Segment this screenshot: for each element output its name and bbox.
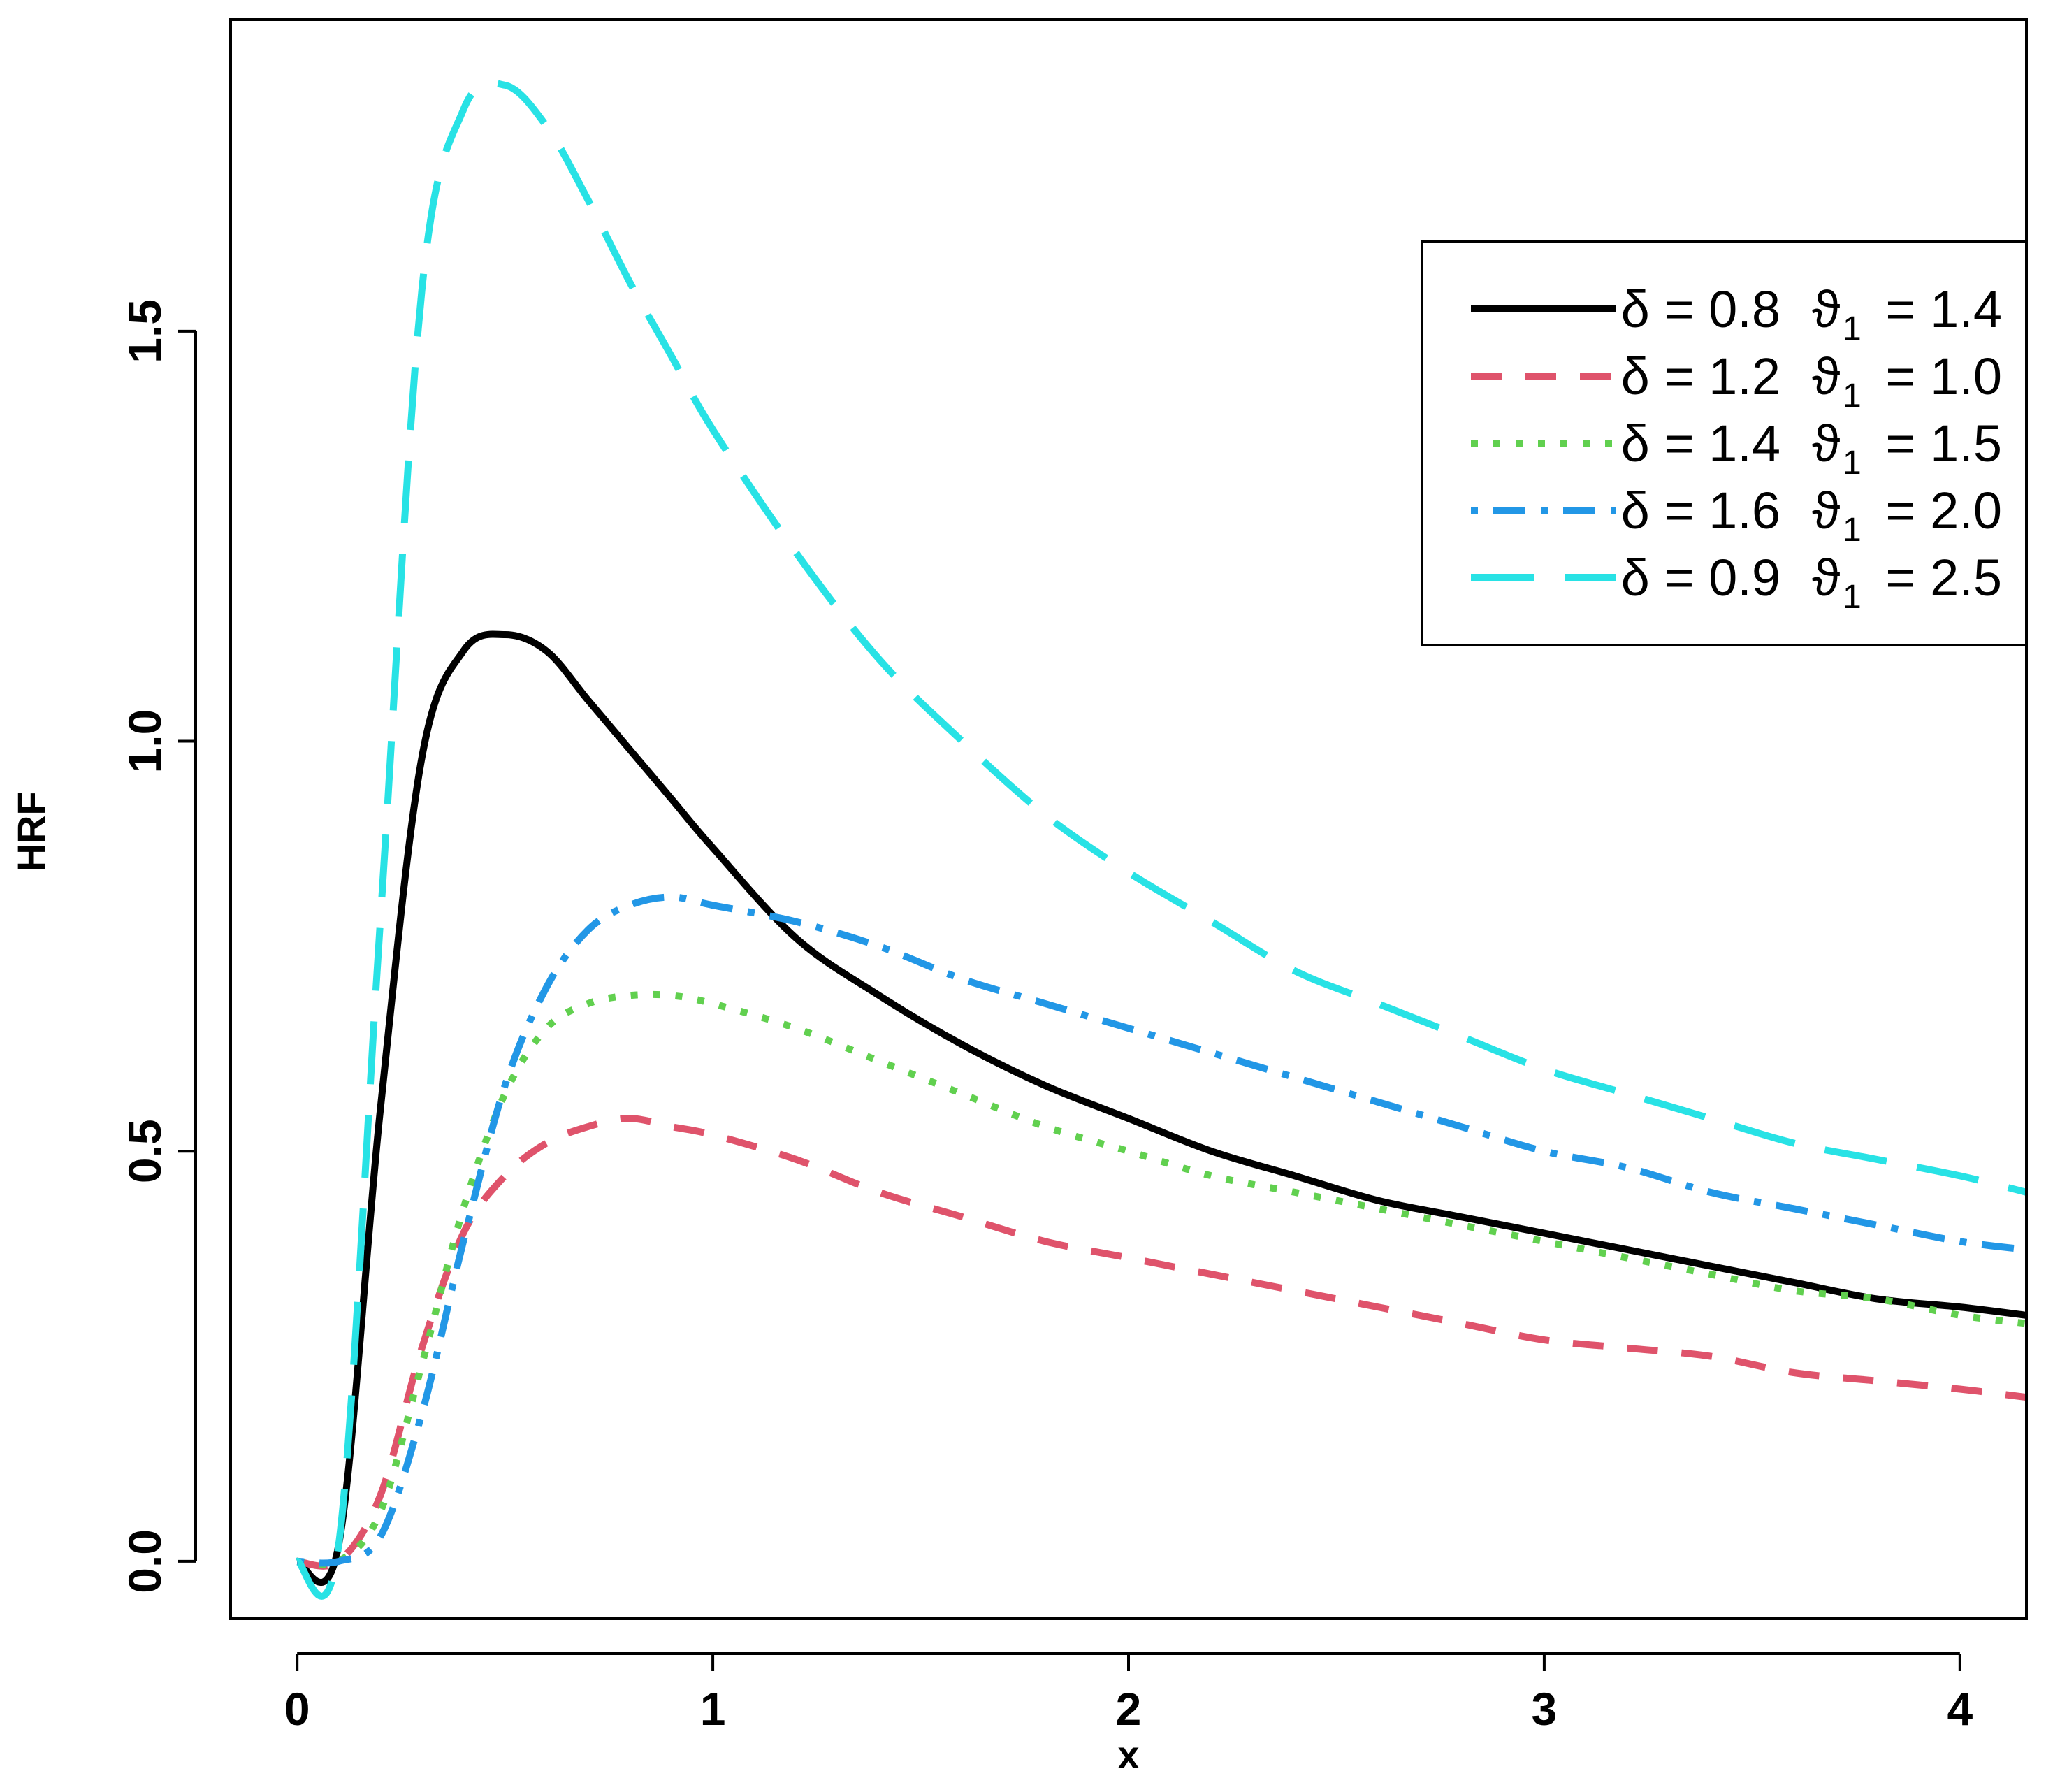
legend-theta-value: = 1.0 [1885, 347, 2002, 405]
series-line-2 [296, 1115, 2026, 1570]
y-tick-label: 0.5 [119, 1119, 170, 1183]
legend-delta-label: δ = 0.8 [1621, 280, 1780, 338]
legend-theta-subscript: 1 [1843, 579, 1862, 616]
legend-delta-label: δ = 0.9 [1621, 549, 1780, 607]
y-tick-label: 0.0 [119, 1529, 170, 1594]
y-tick-label: 1.0 [119, 709, 170, 774]
legend-theta-value: = 1.5 [1885, 414, 2002, 472]
y-axis-title: HRF [9, 791, 53, 872]
series-layer [293, 79, 2026, 1600]
legend-theta-subscript: 1 [1843, 310, 1862, 347]
legend-theta-subscript: 1 [1843, 377, 1862, 414]
legend-theta-value: = 1.4 [1885, 280, 2002, 338]
legend-delta-label: δ = 1.2 [1621, 347, 1780, 405]
legend-theta-symbol: ϑ [1812, 414, 1840, 472]
legend-theta-symbol: ϑ [1812, 549, 1840, 607]
x-tick-label: 2 [1116, 1683, 1142, 1735]
x-tick-label: 0 [284, 1683, 310, 1735]
x-tick-label: 1 [700, 1683, 726, 1735]
legend-theta-symbol: ϑ [1812, 347, 1840, 405]
legend-theta-symbol: ϑ [1812, 482, 1840, 540]
x-axis-title: x [1117, 1733, 1139, 1777]
legend-theta-symbol: ϑ [1812, 280, 1840, 338]
series-line-5 [293, 79, 2026, 1600]
axes-layer: 0 1 2 3 4 0.0 0.5 1.0 1.5 [119, 299, 1973, 1735]
legend-delta-label: δ = 1.4 [1621, 414, 1780, 472]
legend-theta-value: = 2.0 [1885, 482, 2002, 540]
legend-delta-label: δ = 1.6 [1621, 482, 1780, 540]
x-tick-label: 4 [1947, 1683, 1973, 1735]
y-tick-label: 1.5 [119, 299, 170, 363]
legend-theta-subscript: 1 [1843, 512, 1862, 549]
plot-frame [229, 18, 2028, 1620]
legend: δ = 0.8 ϑ 1 = 1.4δ = 1.2 ϑ 1 = 1.0δ = 1.4 ϑ 1 = 1… [1421, 240, 2028, 646]
x-tick-label: 3 [1532, 1683, 1558, 1735]
series-line-4 [296, 893, 2026, 1567]
legend-theta-subscript: 1 [1843, 445, 1862, 482]
series-line-1 [296, 630, 2026, 1586]
legend-theta-value: = 2.5 [1885, 549, 2002, 607]
